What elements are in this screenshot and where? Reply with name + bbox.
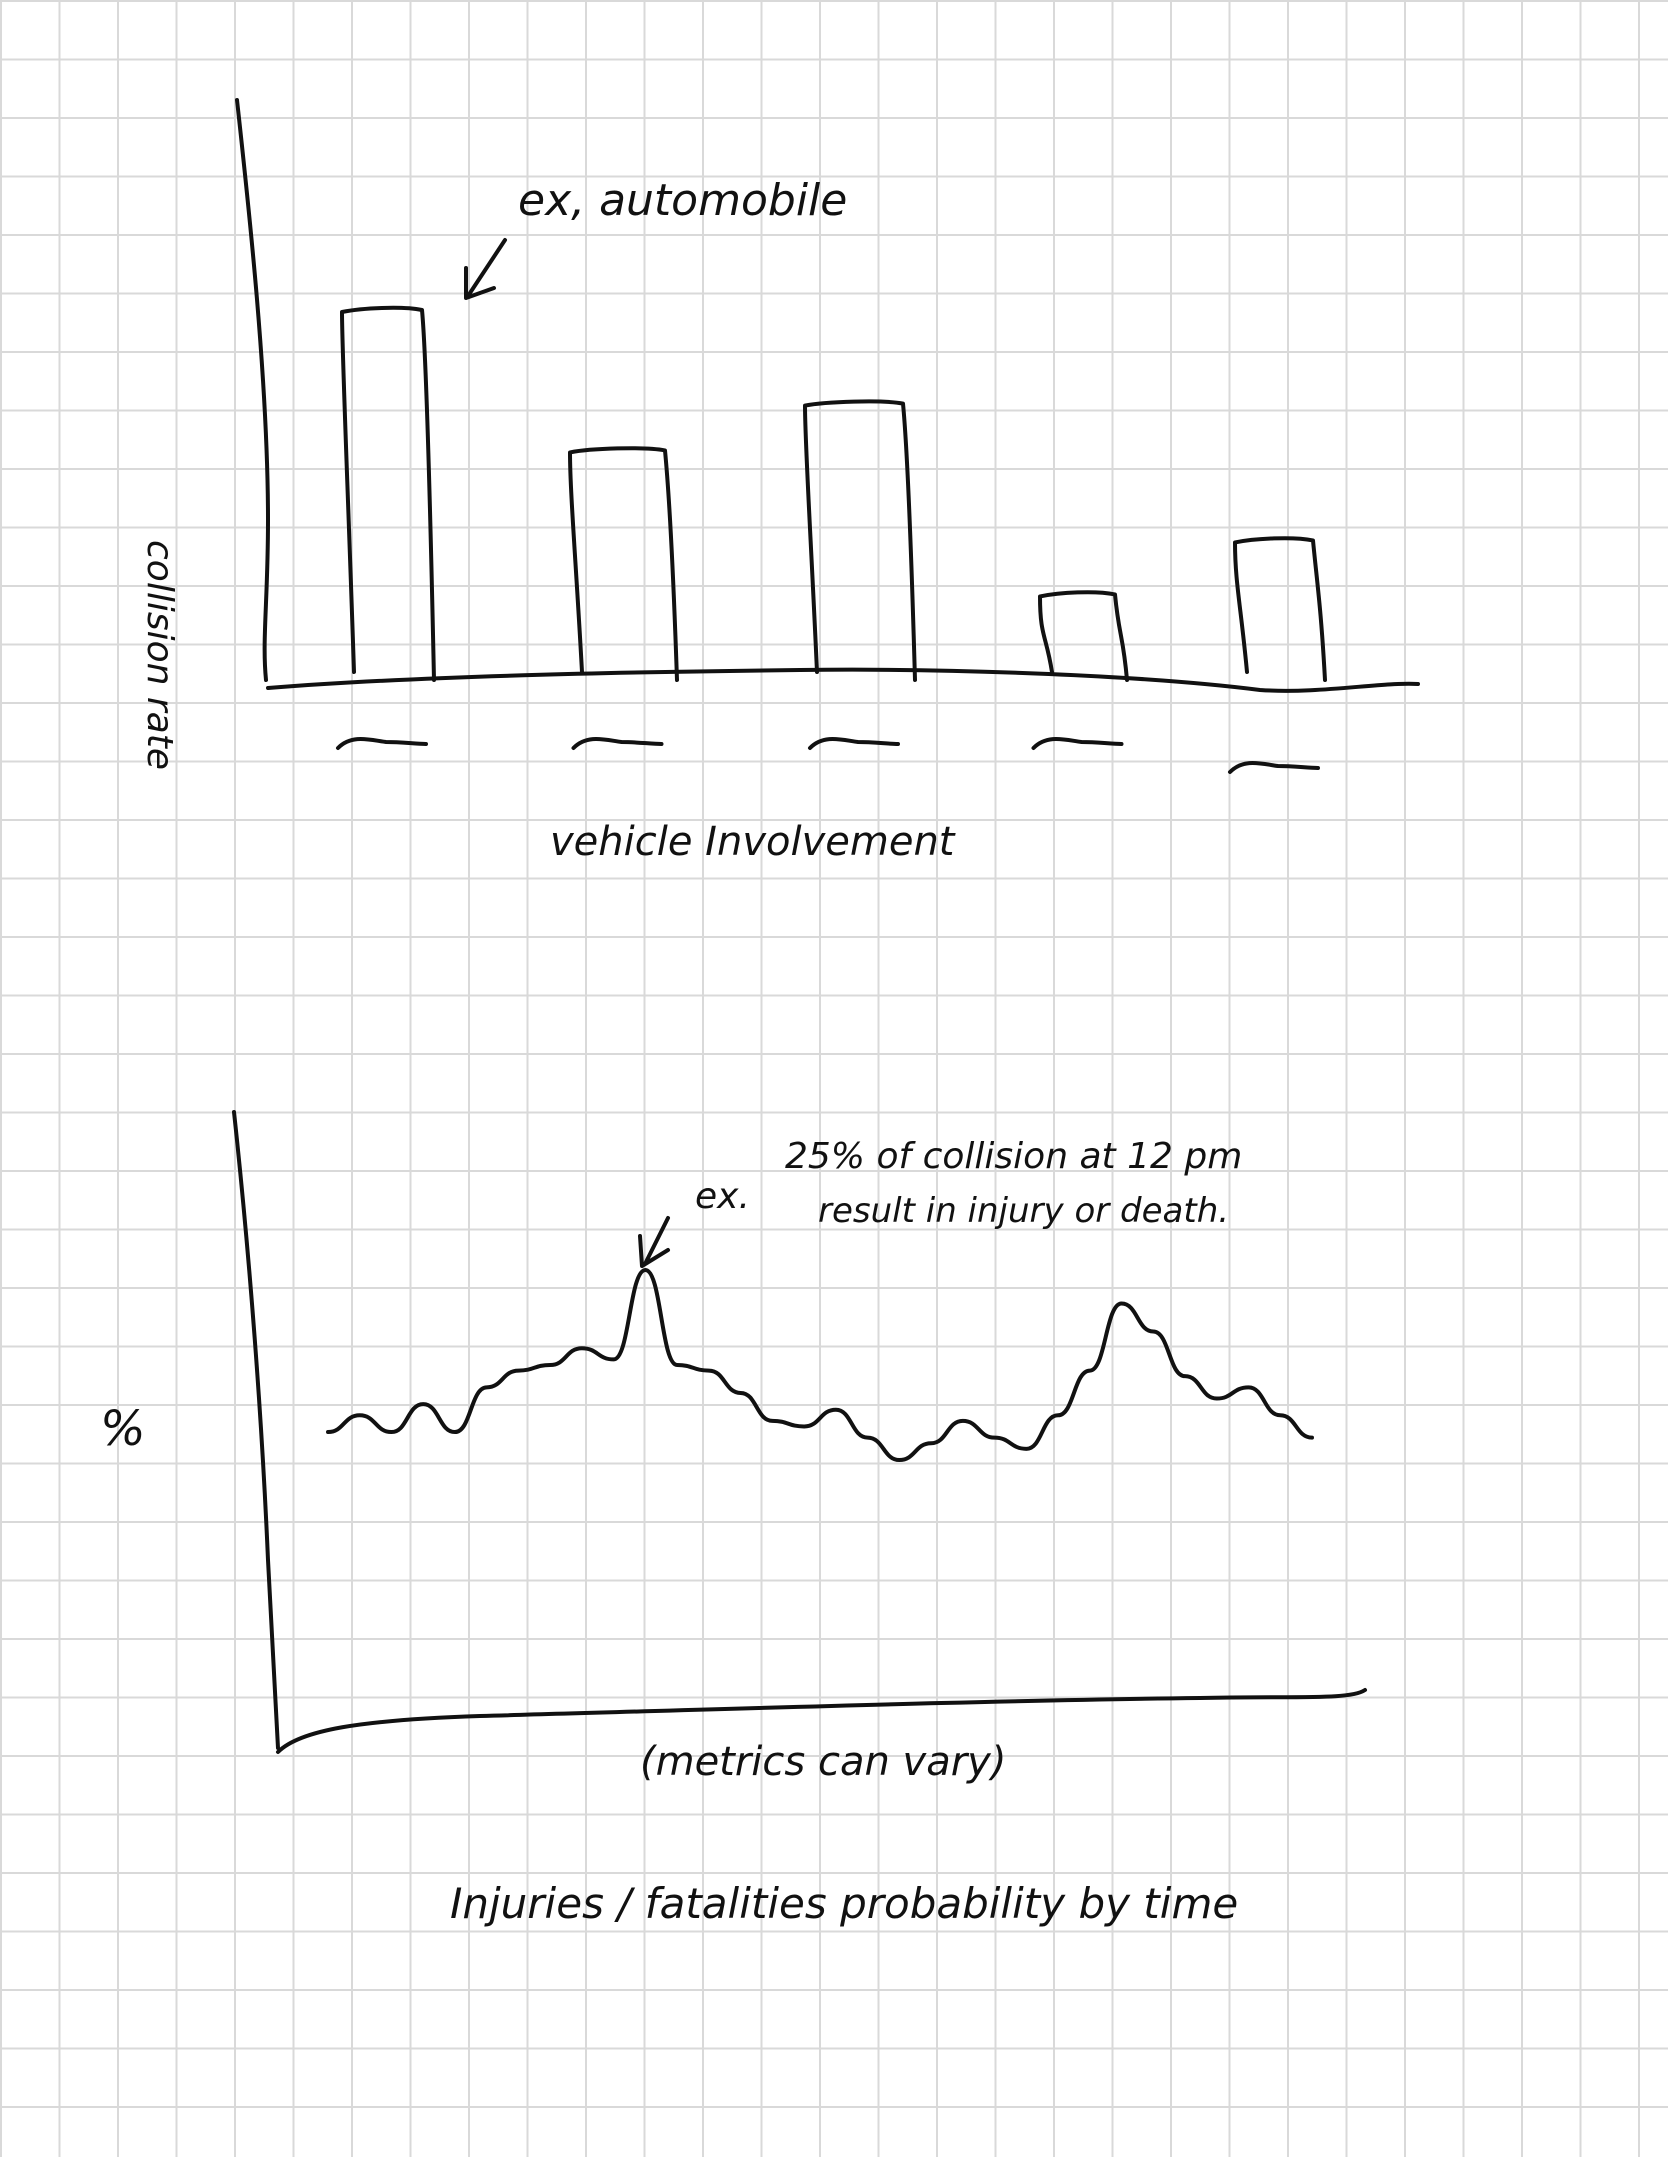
bar-tick-5 [1228,761,1320,774]
bar-tick-1 [336,737,428,750]
bar-3 [803,399,917,682]
line-annotation-line1: 25% of collision at 12 pm [785,1136,1242,1177]
line-chart-x-axis [276,1688,1367,1754]
line-annotation-arrow [638,1216,670,1268]
bar-annotation-text: ex, automobile [518,175,847,226]
bar-1 [340,305,436,682]
line-annotation-line2: result in injury or death. [818,1191,1229,1231]
bar-tick-3 [808,737,900,750]
bar-category-ticks [336,737,1320,774]
line-annotation-prefix: ex. [695,1176,750,1217]
line-series [326,1268,1314,1462]
bar-chart-x-axis [266,667,1420,693]
bar-chart-y-axis [235,98,270,682]
bar-4 [1038,590,1129,682]
bar-5 [1233,536,1327,682]
line-chart-y-axis [232,1110,280,1750]
line-chart-y-label: % [100,1401,146,1457]
bar-chart-y-label-line1: collision rate [139,540,180,770]
bar-chart-x-label: vehicle Involvement [550,819,956,865]
line-chart-title: Injuries / fatalities probability by tim… [450,1879,1238,1928]
bar-annotation-arrow [464,238,507,300]
line-chart-x-label: (metrics can vary) [640,1739,1006,1785]
bar-series [340,305,1327,682]
bar-tick-4 [1031,737,1124,750]
line-chart: % (metrics can vary) Injuries / fataliti… [100,1110,1367,1928]
bar-2 [568,446,679,682]
bar-tick-2 [571,737,664,750]
bar-chart: collision rate vehicle Involvement ex, a… [139,98,1420,865]
